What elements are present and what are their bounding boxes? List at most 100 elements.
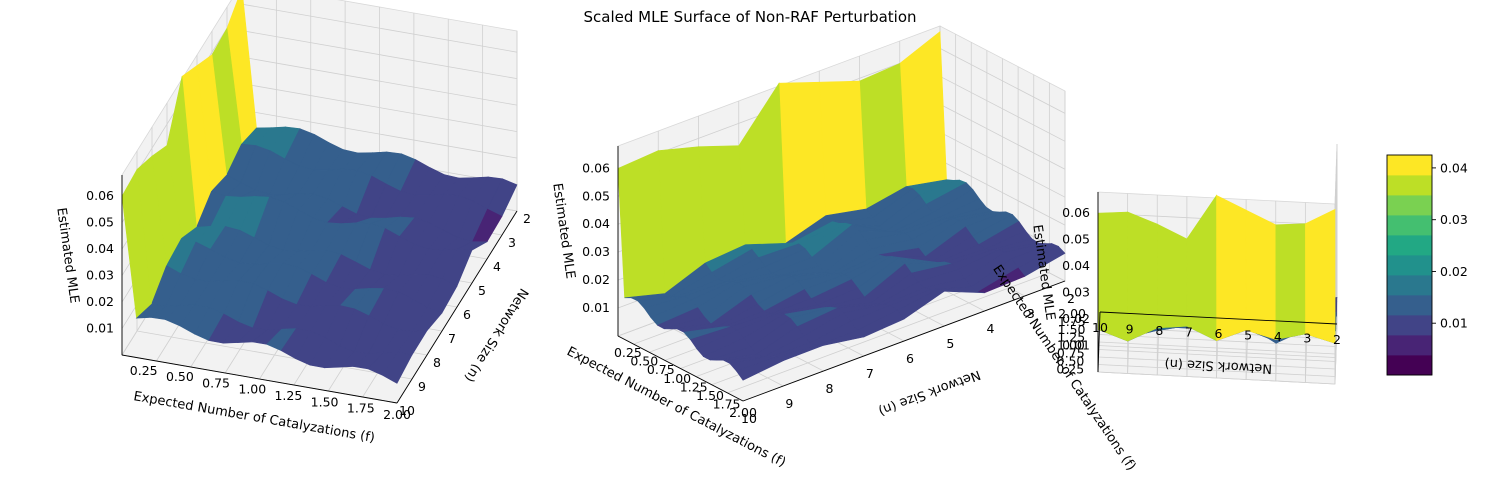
x-tick-label: 0.50: [630, 354, 658, 369]
surface-patch: [735, 356, 784, 381]
x-tick-label: 0.75: [1057, 346, 1085, 361]
colorbar: 0.01 0.02 0.03 0.04: [1386, 154, 1468, 376]
surface-patch: [698, 145, 746, 264]
y-axis-label: Network Size (n): [461, 285, 531, 384]
grid-line: [1334, 165, 1338, 226]
y-tick-label: 8: [826, 381, 834, 396]
grid-line: [939, 103, 1066, 170]
x-axis-line: [617, 335, 744, 402]
y-tick-label: 10: [399, 403, 415, 418]
y-tick-label: 2: [1333, 332, 1341, 347]
colorbar-swatch: [1387, 255, 1432, 276]
z-tick-label: 0.02: [86, 294, 114, 309]
z-tick-label: 0.03: [86, 268, 114, 283]
x-tick-label: 2.00: [729, 405, 757, 420]
z-tick-label: 0.01: [1062, 338, 1090, 353]
x-tick-label: 1.00: [663, 371, 691, 386]
grid-line: [241, 83, 518, 132]
x-tick-label: 0.25: [1056, 361, 1084, 376]
colorbar-swatch: [1387, 235, 1432, 256]
z-tick-label: 0.01: [582, 300, 610, 315]
x-tick-label: 0.25: [130, 363, 158, 378]
y-axis-label: Network Size (n): [1164, 355, 1272, 375]
x-tick-label: 1.50: [1058, 322, 1086, 337]
x-tick-label: 1.50: [696, 388, 724, 403]
y-tick-label: 3: [1303, 331, 1311, 346]
y-tick-label: 3: [1027, 306, 1035, 321]
colorbar-swatch: [1387, 315, 1432, 336]
z-tick-label: 0.06: [1062, 205, 1090, 220]
x-axis-line: [121, 354, 398, 404]
y-tick-label: 6: [463, 307, 471, 322]
y-tick-label: 4: [493, 259, 501, 274]
z-tick-label: 0.06: [86, 188, 114, 203]
x-tick-label: 0.50: [166, 369, 194, 384]
x-tick-label: 2.00: [383, 407, 411, 422]
colorbar-tick-label: 0.03: [1440, 212, 1468, 227]
x-tick-label: 1.25: [274, 388, 302, 403]
z-axis-label: Estimated MLE: [549, 182, 577, 280]
grid-line: [1334, 191, 1338, 252]
z-tick-label: 0.06: [582, 160, 610, 175]
y-tick-label: 10: [741, 411, 757, 426]
z-tick-label: 0.02: [582, 272, 610, 287]
surface-plot-front-left[interactable]: 0.25 0.50 0.75 1.00 1.25 1.50 1.75 2.0010987654…: [53, 0, 531, 446]
z-tick-label: 0.03: [582, 244, 610, 259]
grid-line: [939, 47, 1066, 114]
y-tick-label: 5: [946, 336, 954, 351]
x-tick-label: 0.25: [614, 345, 642, 360]
surface-patch: [778, 81, 827, 244]
x-tick-label: 1.75: [347, 401, 375, 416]
z-tick-label: 0.05: [1062, 232, 1090, 247]
grid-line: [241, 3, 518, 53]
z-tick-label: 0.02: [1062, 311, 1090, 326]
y-tick-label: 7: [448, 331, 456, 346]
surface: [121, 0, 518, 384]
y-tick-label: 6: [906, 351, 914, 366]
grid-line: [136, 330, 413, 380]
x-tick-label: 1.00: [1057, 338, 1085, 353]
y-tick-label: 7: [1185, 325, 1193, 340]
y-axis-label: Network Size (n): [876, 366, 982, 418]
colorbar-swatch: [1387, 175, 1432, 196]
colorbar-swatch: [1387, 275, 1432, 296]
colorbar-frame: [1386, 154, 1433, 376]
y-tick-label: 7: [866, 366, 874, 381]
surface-patch: [382, 351, 413, 384]
grid-line: [939, 75, 1066, 142]
z-tick-label: 0.03: [1062, 285, 1090, 300]
y-tick-label: 5: [1244, 328, 1252, 343]
y-axis-line: [396, 210, 518, 404]
y-tick-label: 9: [785, 396, 793, 411]
grid-line: [939, 159, 1066, 226]
y-axis-line: [1099, 311, 1338, 325]
z-tick-label: 0.01: [86, 321, 114, 336]
surface-patch: [859, 62, 907, 210]
colorbar-swatch: [1387, 335, 1432, 356]
x-axis-label: Expected Number of Catalyzations (f): [132, 389, 375, 446]
grid-line: [939, 131, 1066, 198]
z-axis-label: Estimated MLE: [53, 207, 81, 305]
x-tick-label: 0.75: [202, 375, 230, 390]
z-tick-label: 0.05: [582, 188, 610, 203]
y-tick-label: 10: [1092, 320, 1108, 335]
colorbar-swatch: [1387, 295, 1432, 316]
x-tick-label: 1.25: [1057, 330, 1085, 345]
x-tick-label: 1.00: [238, 382, 266, 397]
y-tick-label: 8: [1155, 323, 1163, 338]
grid-line: [1097, 345, 1336, 358]
z-tick-label: 0.04: [582, 216, 610, 231]
x-tick-label: 0.75: [647, 362, 675, 377]
surface: [1097, 194, 1338, 344]
y-tick-label: 9: [1126, 322, 1134, 337]
surface-patch: [1156, 223, 1188, 329]
z-tick-label: 0.04: [1062, 258, 1090, 273]
colorbar-swatch: [1387, 215, 1432, 236]
colorbar-swatch: [1387, 355, 1432, 376]
surface-patch: [818, 80, 867, 216]
y-tick-label: 9: [418, 379, 426, 394]
colorbar-tick-label: 0.04: [1440, 160, 1468, 175]
y-tick-label: 3: [508, 235, 516, 250]
